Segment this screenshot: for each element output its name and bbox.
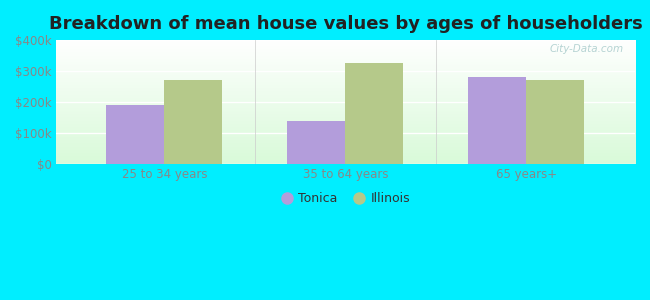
Bar: [107, 105, 164, 164]
Bar: [287, 121, 345, 164]
Bar: [526, 80, 584, 164]
Bar: [469, 77, 526, 164]
Bar: [345, 63, 403, 164]
Bar: [164, 80, 222, 164]
Legend: Tonica, Illinois: Tonica, Illinois: [276, 187, 415, 210]
Title: Breakdown of mean house values by ages of householders: Breakdown of mean house values by ages o…: [49, 15, 642, 33]
Text: City-Data.com: City-Data.com: [549, 44, 623, 54]
